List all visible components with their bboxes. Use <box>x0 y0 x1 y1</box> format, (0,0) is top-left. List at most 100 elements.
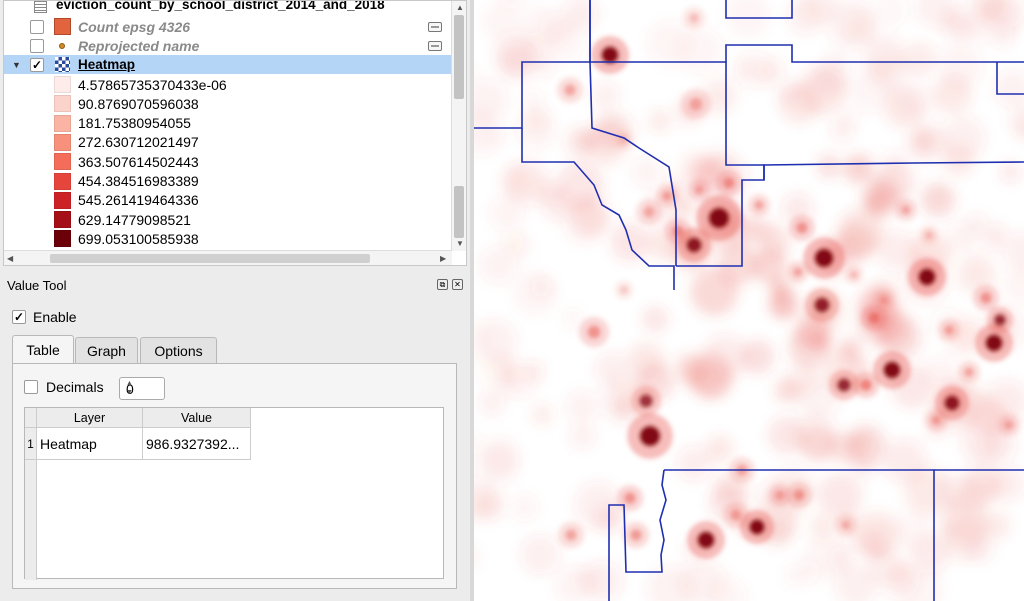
layer-checkbox-count[interactable] <box>30 19 44 34</box>
enable-label: Enable <box>33 309 77 325</box>
tab-graph[interactable]: Graph <box>75 337 138 363</box>
legend-value: 181.75380954055 <box>78 115 191 132</box>
heat-blob <box>574 565 601 592</box>
district-boundary-line <box>996 62 1024 95</box>
map-canvas[interactable] <box>474 0 1024 601</box>
scroll-right-icon[interactable]: ▶ <box>440 254 447 263</box>
panel-splitter[interactable] <box>470 0 474 601</box>
heat-spot-core <box>686 237 702 253</box>
heat-blob <box>474 319 518 363</box>
heat-blob <box>510 493 539 522</box>
scroll-left-icon[interactable]: ◀ <box>7 254 14 263</box>
heat-blob <box>474 488 506 521</box>
table-cell-layer[interactable]: Heatmap <box>37 428 143 460</box>
heat-blob <box>920 182 956 218</box>
heat-haze <box>474 0 1024 601</box>
heat-blob <box>499 0 525 10</box>
heat-spot-core <box>565 529 577 541</box>
scroll-up-icon[interactable]: ▲ <box>456 3 464 12</box>
heat-blob <box>966 212 987 234</box>
point-symbol-icon <box>59 42 65 49</box>
legend-value: 4.57865735370433e-06 <box>78 76 227 93</box>
decimals-row: Decimals <box>24 379 104 395</box>
heat-spot-core <box>708 207 730 229</box>
heat-blob <box>848 66 896 113</box>
heat-blob <box>933 75 972 114</box>
row-number: 1 <box>25 428 37 460</box>
heat-blob <box>480 435 520 475</box>
heat-blob <box>849 452 877 480</box>
column-header-layer[interactable]: Layer <box>37 408 143 428</box>
heat-blob <box>913 130 935 152</box>
heat-blob <box>847 153 876 183</box>
heat-blob <box>493 30 540 77</box>
heat-blob <box>648 109 672 133</box>
scrollbar-thumb-lower[interactable] <box>454 186 464 238</box>
heat-spot-core <box>639 425 661 447</box>
heat-blob <box>647 20 692 66</box>
heat-blob <box>837 208 885 256</box>
heat-spot-core <box>624 492 636 504</box>
table-cell-value[interactable]: 986.9327392... <box>143 428 251 460</box>
layer-indicator-icon[interactable] <box>428 21 442 32</box>
vertical-scrollbar[interactable]: ▲ ▼ <box>451 1 466 251</box>
heat-blob <box>495 355 520 380</box>
heat-blob <box>474 66 480 85</box>
layer-checkbox-reprojected[interactable] <box>30 38 44 53</box>
heat-spot-core <box>754 200 764 210</box>
spin-down-icon[interactable]: ▼ <box>126 389 133 396</box>
heat-blob <box>569 422 596 450</box>
layer-name-eviction: eviction_count_by_school_district_2014_a… <box>56 0 385 12</box>
layer-checkbox-heatmap[interactable]: ✓ <box>30 57 44 72</box>
heat-blob <box>942 144 975 177</box>
legend-swatch <box>54 133 71 151</box>
heat-blob <box>902 41 937 76</box>
close-panel-icon[interactable]: ✕ <box>452 279 463 290</box>
heat-blob <box>534 55 556 77</box>
layer-row-heatmap[interactable]: ▼ ✓ Heatmap <box>4 55 452 74</box>
scroll-down-icon[interactable]: ▼ <box>456 239 464 248</box>
heat-blob <box>631 156 662 188</box>
heat-blob <box>520 534 561 575</box>
heat-blob <box>910 533 950 573</box>
legend-swatch <box>54 153 71 171</box>
horizontal-scrollbar[interactable]: ◀ ▶ <box>4 250 452 265</box>
heat-spot-core <box>723 177 735 189</box>
heat-blob <box>810 514 836 540</box>
legend-swatch <box>54 114 71 132</box>
column-header-value[interactable]: Value <box>143 408 251 428</box>
enable-checkbox[interactable]: ✓ <box>12 310 26 324</box>
layer-row-count[interactable]: Count epsg 4326 <box>4 17 452 36</box>
heat-spot-core <box>587 325 601 339</box>
collapse-arrow-icon[interactable]: ▼ <box>12 59 21 70</box>
heat-blob <box>924 355 958 390</box>
heat-blob <box>516 111 556 150</box>
layer-row-eviction[interactable]: eviction_count_by_school_district_2014_a… <box>4 0 452 14</box>
layer-row-reprojected[interactable]: Reprojected name <box>4 36 452 55</box>
heat-blob <box>862 34 906 77</box>
hscrollbar-thumb[interactable] <box>50 254 370 263</box>
scrollbar-thumb[interactable] <box>454 15 464 99</box>
tab-table[interactable]: Table <box>12 335 74 364</box>
heat-blob <box>792 412 838 458</box>
legend-item: 4.57865735370433e-06 <box>4 75 452 94</box>
heat-blob <box>878 316 923 360</box>
heat-blob <box>992 28 1014 50</box>
heat-blob <box>565 390 599 424</box>
table-tab-pane: Decimals 0 ▲ ▼ Layer Value 1 Heatmap 986… <box>12 363 457 589</box>
heat-blob <box>957 255 996 294</box>
float-panel-icon[interactable]: ⧉ <box>437 279 448 290</box>
heat-blob <box>769 277 792 300</box>
layer-name-count: Count epsg 4326 <box>78 18 191 35</box>
legend-value: 629.14779098521 <box>78 211 191 228</box>
layer-indicator-icon[interactable] <box>428 40 442 51</box>
spin-up-icon[interactable]: ▲ <box>126 380 133 387</box>
heat-spot-core <box>925 231 933 239</box>
tab-options[interactable]: Options <box>140 337 217 363</box>
heat-blob <box>474 430 482 454</box>
heat-blob <box>522 88 544 111</box>
heat-blob <box>474 109 505 157</box>
decimals-spinbox[interactable]: 0 ▲ ▼ <box>119 377 165 400</box>
heat-blob <box>574 481 623 530</box>
decimals-checkbox[interactable] <box>24 380 38 394</box>
